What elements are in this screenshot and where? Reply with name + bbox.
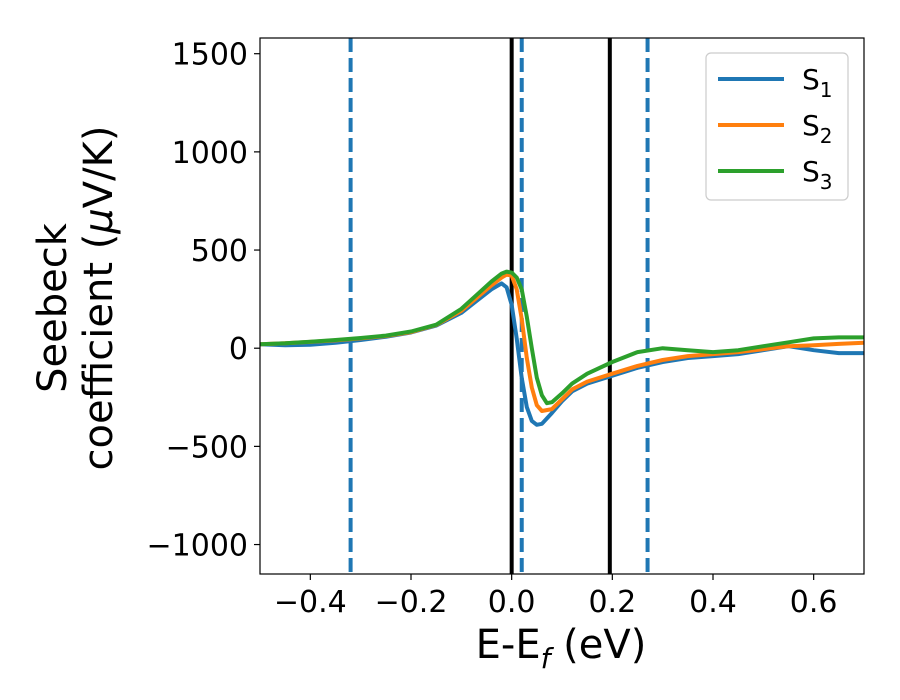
x-tick-label: −0.4	[274, 585, 347, 620]
x-axis-title: E-Ef (eV)	[476, 622, 647, 675]
legend-label-s1: S1	[802, 63, 833, 102]
y-tick-label: −1000	[147, 529, 248, 564]
legend: S1 S2 S3	[705, 52, 849, 201]
y-axis-title-line2: coefficient (μV/K)	[76, 126, 122, 471]
legend-label-s2: S2	[802, 109, 833, 148]
y-axis-title-line1: Seebeck	[30, 222, 76, 393]
y-tick-label: 1000	[172, 136, 248, 171]
x-tick-label: 0.2	[588, 585, 636, 620]
x-axis: −0.4 −0.2 0.0 0.2 0.4 0.6	[274, 574, 838, 620]
axes-frame	[259, 37, 865, 575]
y-tick-label: 0	[229, 332, 248, 367]
x-tick-label: 0.4	[689, 585, 737, 620]
y-tick-label: 1500	[172, 38, 248, 73]
y-axis: −1000 −500 0 500 1000 1500	[147, 38, 260, 564]
x-tick-label: 0.0	[488, 585, 536, 620]
plot-area	[259, 37, 865, 575]
y-tick-label: −500	[166, 430, 248, 465]
x-tick-label: 0.6	[790, 585, 838, 620]
x-tick-label: −0.2	[375, 585, 448, 620]
series-line-s3	[260, 269, 864, 406]
y-tick-label: 500	[191, 234, 248, 269]
legend-label-s3: S3	[802, 155, 833, 194]
